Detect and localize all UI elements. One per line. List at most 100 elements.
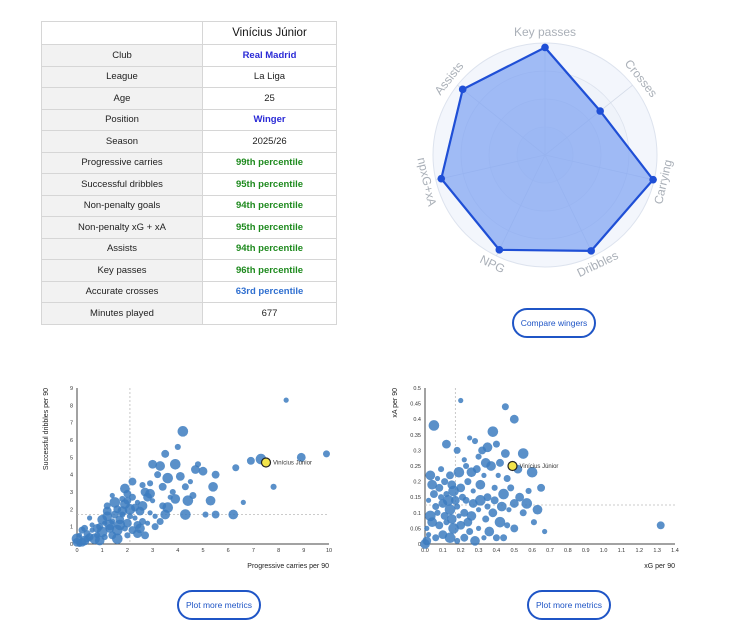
stat-value: 94th percentile (202, 194, 337, 217)
radar-chart: Key passesCrossesCarryingDribblesNPGnpxG… (414, 25, 675, 280)
scatter-point (492, 534, 500, 542)
x-tick-label: 3 (151, 548, 154, 554)
radar-polygon (440, 46, 655, 252)
scatter-point (435, 521, 444, 530)
scatter-point (322, 450, 330, 458)
scatter-point (448, 523, 459, 534)
scatter-point (484, 503, 491, 510)
scatter-point (425, 497, 432, 503)
scatter-point (83, 530, 91, 538)
x-tick-label: 1.3 (653, 548, 661, 554)
x-tick-label: 8 (277, 548, 280, 554)
scatter-point (453, 466, 465, 478)
compare-wingers-button[interactable]: Compare wingers (512, 308, 596, 338)
y-tick-label: 0.45 (410, 402, 421, 408)
x-tick-label: 6 (227, 548, 230, 554)
x-tick-label: 0.2 (457, 548, 465, 554)
table-row: Minutes played 677 (41, 302, 337, 325)
scatter-point (504, 522, 511, 529)
scatter-point (482, 515, 490, 523)
highlight-label: Vinícius Júnior (520, 464, 559, 470)
radar-axis-label: Key passes (514, 25, 576, 39)
scatter-point (444, 504, 456, 515)
scatter-point (432, 534, 440, 542)
scatter-point (475, 453, 482, 460)
y-tick-label: 3 (70, 490, 73, 496)
scatter-point (132, 515, 138, 521)
y-tick-label: 0.15 (410, 495, 421, 501)
x-tick-label: 9 (302, 548, 305, 554)
radar-point (541, 43, 549, 52)
scatter-point (438, 494, 445, 501)
stat-value: Real Madrid (202, 44, 337, 67)
y-tick-label: 0.1 (413, 511, 421, 517)
scatter-point (464, 478, 472, 486)
plot-more-metrics-button-2[interactable]: Plot more metrics (527, 590, 611, 620)
table-row: Assists 94th percentile (41, 237, 337, 260)
y-tick-label: 0 (70, 542, 73, 548)
x-tick-label: 1.1 (618, 548, 626, 554)
scatter-point (491, 484, 498, 491)
scatter-point (454, 503, 461, 510)
scatter-point (117, 506, 128, 516)
scatter-chart-carries-dribbles: 0 1 2 3 4 5 6 7 8 9 10 0 1 2 3 4 5 6 7 8 9 Vinícius Júnior Pro… (43, 386, 332, 570)
scatter-point (495, 472, 501, 478)
scatter-point (162, 472, 174, 484)
scatter-point (109, 492, 115, 499)
scatter-point (175, 472, 185, 481)
scatter-point (102, 506, 112, 516)
scatter-point (137, 501, 148, 511)
scatter-point (425, 510, 436, 522)
scatter-point (94, 535, 105, 546)
scatter-point (498, 488, 509, 500)
scatter-point (141, 531, 149, 540)
scatter-point (438, 466, 445, 473)
scatter-point (475, 479, 486, 490)
x-axis-label: Progressive carries per 90 (247, 563, 329, 570)
x-tick-label: 1 (101, 548, 104, 554)
x-tick-label: 5 (201, 548, 204, 554)
x-tick-label: 7 (252, 548, 255, 554)
y-tick-label: 4 (70, 473, 73, 479)
scatter-point (112, 533, 123, 545)
scatter-point (154, 471, 162, 479)
y-tick-label: 0.35 (410, 433, 421, 439)
table-row: Successful dribbles 95th percentile (41, 173, 337, 196)
plot-more-metrics-button-1[interactable]: Plot more metrics (177, 590, 261, 620)
scatter-point (270, 483, 277, 490)
y-tick-label: 1 (70, 525, 73, 531)
scatter-point (656, 521, 665, 530)
scatter-point (76, 540, 83, 548)
scatter-point (126, 513, 133, 520)
scatter-point (454, 537, 461, 544)
scatter-point (441, 478, 449, 486)
scatter-point (494, 516, 506, 528)
scatter-point (151, 523, 159, 531)
x-tick-label: 1.4 (671, 548, 679, 554)
y-tick-label: 0.2 (413, 480, 421, 486)
y-tick-label: 0.3 (413, 448, 421, 454)
scatter-point (110, 510, 119, 519)
stat-value: 63rd percentile (202, 280, 337, 303)
scatter-point (506, 507, 512, 513)
scatter-point (194, 461, 202, 468)
scatter-point (515, 492, 525, 502)
scatter-point (211, 510, 220, 519)
y-axis-label: Successful dribbles per 90 (43, 388, 50, 470)
table-row: Season 2025/26 (41, 130, 337, 153)
scatter-point (145, 488, 155, 499)
scatter-point (429, 490, 438, 499)
highlight-label: Vinícius Júnior (273, 461, 312, 467)
scatter-point (187, 479, 193, 485)
x-tick-label: 0.7 (546, 548, 554, 554)
x-tick-label: 4 (176, 548, 179, 554)
scatter-point (120, 483, 130, 494)
scatter-point (521, 498, 533, 509)
scatter-point (488, 508, 498, 518)
scatter-point (434, 509, 441, 516)
x-tick-label: 0.3 (475, 548, 483, 554)
table-row: Club Real Madrid (41, 44, 337, 67)
table-row: Progressive carries 99th percentile (41, 151, 337, 174)
stat-value: La Liga (202, 65, 337, 88)
scatter-point (167, 494, 173, 500)
